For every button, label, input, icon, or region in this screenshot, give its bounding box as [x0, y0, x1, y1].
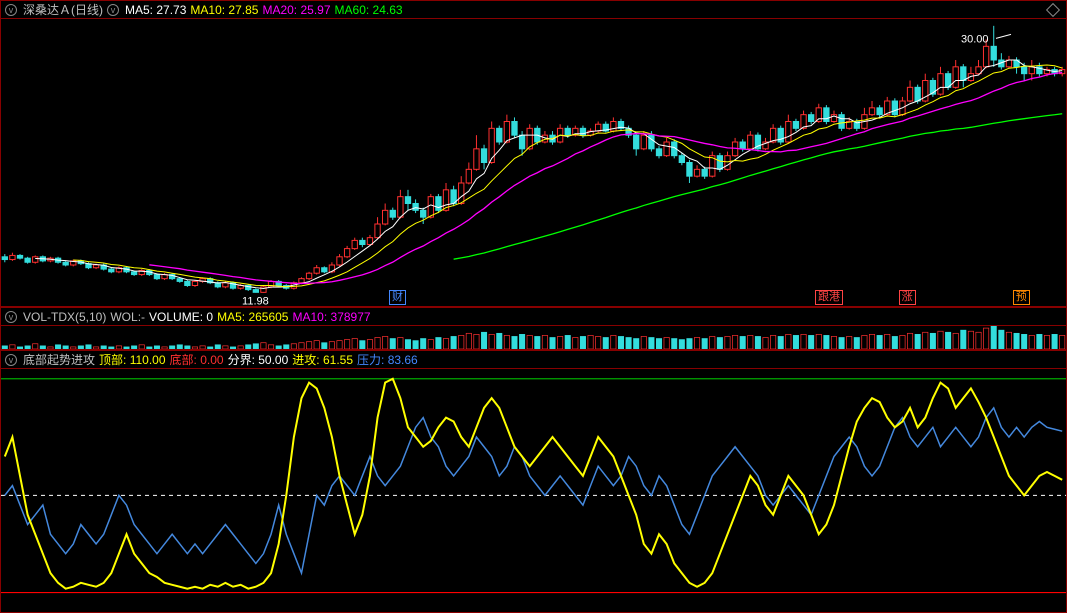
price-chart[interactable]: 30.00 11.98	[1, 19, 1066, 306]
ind-attack: 进攻: 61.55	[292, 351, 353, 369]
ma5-label: MA5: 27.73	[125, 1, 186, 19]
vol-title: VOL-TDX(5,10)	[23, 308, 106, 326]
vol-ma10: MA10: 378977	[292, 308, 370, 326]
volume-chart[interactable]	[1, 326, 1066, 349]
collapse-icon[interactable]: v	[5, 4, 17, 16]
stock-title: 深桑达Ａ(日线)	[23, 1, 103, 19]
event-marker[interactable]: 预	[1013, 290, 1030, 305]
indicator-chart[interactable]	[1, 369, 1066, 612]
volume-value: VOLUME: 0	[149, 308, 213, 326]
volume-panel: v VOL-TDX(5,10) WOL:- VOLUME: 0 MA5: 265…	[0, 307, 1067, 350]
ind-press: 压力: 83.66	[357, 351, 418, 369]
event-marker[interactable]: 跟港	[815, 290, 843, 305]
event-marker[interactable]: 涨	[899, 290, 916, 305]
price-header: v 深桑达Ａ(日线) v MA5: 27.73 MA10: 27.85 MA20…	[1, 1, 1066, 19]
price-panel: v 深桑达Ａ(日线) v MA5: 27.73 MA10: 27.85 MA20…	[0, 0, 1067, 307]
collapse-icon[interactable]: v	[5, 354, 17, 366]
vol-ma5: MA5: 265605	[217, 308, 288, 326]
svg-text:30.00: 30.00	[961, 33, 989, 45]
ma-toggle-icon[interactable]: v	[107, 4, 119, 16]
ind-title: 底部起势进攻	[23, 351, 95, 369]
indicator-header: v 底部起势进攻 顶部: 110.00 底部: 0.00 分界: 50.00 进…	[1, 351, 1066, 369]
ma20-label: MA20: 25.97	[262, 1, 330, 19]
ind-bottom: 底部: 0.00	[170, 351, 224, 369]
ma60-label: MA60: 24.63	[335, 1, 403, 19]
event-marker[interactable]: 财	[389, 290, 406, 305]
svg-text:11.98: 11.98	[242, 296, 269, 306]
ind-top: 顶部: 110.00	[99, 351, 166, 369]
ind-mid: 分界: 50.00	[228, 351, 289, 369]
indicator-panel: v 底部起势进攻 顶部: 110.00 底部: 0.00 分界: 50.00 进…	[0, 350, 1067, 613]
volume-header: v VOL-TDX(5,10) WOL:- VOLUME: 0 MA5: 265…	[1, 308, 1066, 326]
collapse-icon[interactable]: v	[5, 311, 17, 323]
wol-label: WOL:-	[110, 308, 145, 326]
ma10-label: MA10: 27.85	[190, 1, 258, 19]
